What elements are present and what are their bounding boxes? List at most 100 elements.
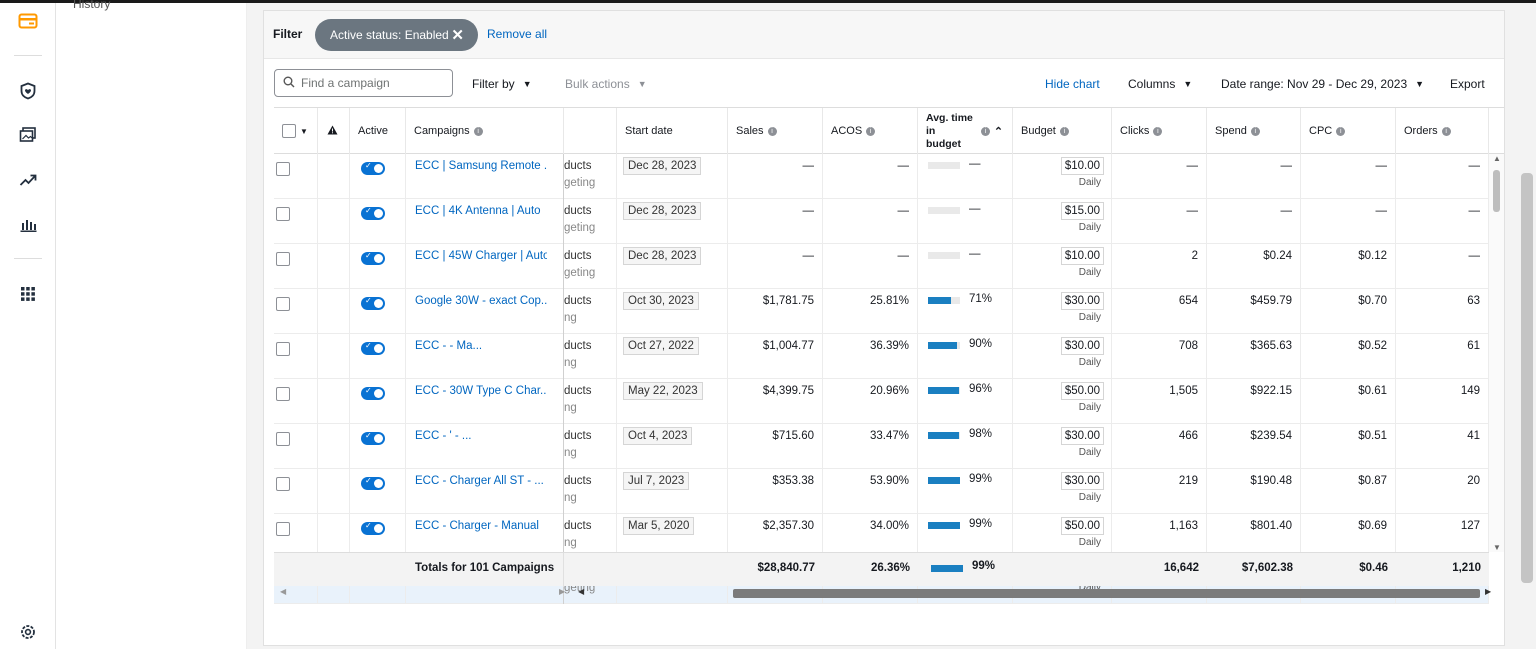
shield-icon[interactable] <box>18 81 38 101</box>
active-toggle[interactable]: ✓ <box>361 386 385 400</box>
info-icon[interactable]: i <box>1153 126 1163 136</box>
trending-up-icon[interactable] <box>18 170 38 190</box>
hide-chart-link[interactable]: Hide chart <box>1045 77 1100 91</box>
columns-dropdown[interactable]: Columns ▼ <box>1128 77 1192 91</box>
cpc-column-header[interactable]: CPC i <box>1301 108 1396 154</box>
remove-all-link[interactable]: Remove all <box>487 27 548 41</box>
budget-value[interactable]: $30.00 <box>1060 472 1104 490</box>
filter-by-dropdown[interactable]: Filter by ▼ <box>472 77 532 91</box>
sales-column-header[interactable]: Sales i <box>728 108 823 154</box>
active-column-header[interactable]: Active <box>350 108 406 154</box>
caret-down-icon[interactable]: ▼ <box>300 126 308 136</box>
active-toggle[interactable]: ✓ <box>361 251 385 265</box>
info-icon[interactable]: i <box>767 126 777 136</box>
history-link[interactable]: History <box>73 0 111 11</box>
close-icon[interactable]: ✕ <box>451 27 464 44</box>
active-toggle[interactable]: ✓ <box>361 476 385 490</box>
date-range-dropdown[interactable]: Date range: Nov 29 - Dec 29, 2023 ▼ <box>1221 77 1424 91</box>
start-date-column-header[interactable]: Start date <box>617 108 728 154</box>
active-toggle[interactable]: ✓ <box>361 341 385 355</box>
row-checkbox[interactable] <box>276 207 290 221</box>
budget-value[interactable]: $50.00 <box>1060 382 1104 400</box>
horizontal-scroll-thumb[interactable] <box>733 589 1480 598</box>
info-icon[interactable]: i <box>473 126 483 136</box>
campaign-name-link[interactable]: ECC | Samsung Remote ... <box>415 160 547 172</box>
table-row[interactable]: ✓ ECC - ' - ... ducts ng Oct 4, 2023 $715… <box>274 424 1489 469</box>
reports-bar-icon[interactable] <box>18 215 38 235</box>
budget-value[interactable]: $15.00 <box>1060 202 1104 220</box>
row-checkbox[interactable] <box>276 477 290 491</box>
table-row[interactable]: ✓ ECC | Samsung Remote ... ducts geting D… <box>274 154 1489 199</box>
spend-column-header[interactable]: Spend i <box>1207 108 1301 154</box>
info-icon[interactable]: i <box>1059 126 1069 136</box>
media-library-icon[interactable] <box>18 125 38 145</box>
info-icon[interactable]: i <box>866 126 876 136</box>
row-checkbox[interactable] <box>276 297 290 311</box>
avg-time-in-budget-column-header[interactable]: Avg. time in budget i ⌃ <box>918 108 1013 154</box>
table-row[interactable]: ✓ ECC - 30W Type C Char... ducts ng May 2… <box>274 379 1489 424</box>
vertical-scroll-thumb[interactable] <box>1493 170 1500 212</box>
acos-column-header[interactable]: ACOS i <box>823 108 918 154</box>
campaign-name-link[interactable]: ECC - ' - ... <box>415 430 472 442</box>
scroll-down-icon[interactable]: ▼ <box>1493 543 1501 552</box>
budget-value[interactable]: $30.00 <box>1060 337 1104 355</box>
campaign-name-link[interactable]: Google 30W - exact Cop... <box>415 295 547 307</box>
budget-value[interactable]: $10.00 <box>1060 157 1104 175</box>
table-row[interactable]: ✓ Google 30W - exact Cop... ducts ng Oct … <box>274 289 1489 334</box>
campaigns-column-header[interactable]: Campaigns i <box>406 108 564 154</box>
campaign-name-link[interactable]: ECC | 4K Antenna | Auto <box>415 205 541 217</box>
row-checkbox[interactable] <box>276 387 290 401</box>
page-scrollbar-thumb[interactable] <box>1521 173 1533 583</box>
table-row[interactable]: ✓ ECC - Charger - Manual ducts ng Mar 5, … <box>274 514 1489 559</box>
info-icon[interactable]: i <box>1336 126 1346 136</box>
budget-value[interactable]: $30.00 <box>1060 292 1104 310</box>
table-row[interactable]: ✓ ECC | 45W Charger | Auto ducts geting D… <box>274 244 1489 289</box>
active-toggle[interactable]: ✓ <box>361 521 385 535</box>
table-row[interactable]: ✓ ECC - - Ma... ducts ng Oct 27, 2022 $1,… <box>274 334 1489 379</box>
active-toggle[interactable]: ✓ <box>361 161 385 175</box>
budget-value[interactable]: $50.00 <box>1060 517 1104 535</box>
apps-grid-icon[interactable] <box>18 284 38 304</box>
row-checkbox[interactable] <box>276 522 290 536</box>
campaign-manager-icon[interactable] <box>18 11 38 31</box>
orders-column-header[interactable]: Orders i <box>1396 108 1489 154</box>
row-checkbox[interactable] <box>276 432 290 446</box>
scroll-up-icon[interactable]: ▲ <box>1493 154 1501 163</box>
clicks-column-header[interactable]: Clicks i <box>1112 108 1207 154</box>
active-toggle[interactable]: ✓ <box>361 431 385 445</box>
row-active-cell: ✓ <box>350 424 406 469</box>
scroll-left-icon[interactable]: ◀ <box>578 587 585 596</box>
table-row[interactable]: ✓ ECC | 4K Antenna | Auto ducts geting De… <box>274 199 1489 244</box>
budget-column-header[interactable]: Budget i <box>1013 108 1112 154</box>
campaign-type-line1: ducts <box>564 250 592 262</box>
campaign-name-link[interactable]: ECC - Charger All ST - ... <box>415 475 544 487</box>
scroll-right-icon[interactable]: ▶ <box>1485 587 1492 596</box>
campaign-name-link[interactable]: ECC | 45W Charger | Auto <box>415 250 547 262</box>
scroll-right-icon[interactable]: ▶ <box>559 587 566 596</box>
row-checkbox[interactable] <box>276 162 290 176</box>
budget-value[interactable]: $30.00 <box>1060 427 1104 445</box>
active-toggle[interactable]: ✓ <box>361 296 385 310</box>
table-horizontal-scrollbar[interactable]: ◀ ▶ ◀ ▶ <box>274 587 1504 599</box>
select-all-checkbox[interactable] <box>282 124 296 138</box>
settings-gear-icon[interactable] <box>18 622 38 642</box>
active-status-filter-chip[interactable]: Active status: Enabled ✕ <box>315 19 478 51</box>
search-input[interactable]: Find a campaign <box>274 69 453 97</box>
export-button[interactable]: Export <box>1450 77 1485 91</box>
info-icon[interactable]: i <box>1441 126 1451 136</box>
campaign-name-link[interactable]: ECC - 30W Type C Char... <box>415 385 547 397</box>
sort-ascending-icon[interactable]: ⌃ <box>993 125 1004 138</box>
table-row[interactable]: ✓ ECC - Charger All ST - ... ducts ng Jul… <box>274 469 1489 514</box>
campaign-name-link[interactable]: ECC - Charger - Manual <box>415 520 539 532</box>
active-toggle[interactable]: ✓ <box>361 206 385 220</box>
bulk-actions-dropdown[interactable]: Bulk actions ▼ <box>565 77 647 91</box>
info-icon[interactable]: i <box>1250 126 1260 136</box>
budget-value[interactable]: $10.00 <box>1060 247 1104 265</box>
info-icon[interactable]: i <box>980 126 990 136</box>
scroll-left-icon[interactable]: ◀ <box>280 587 287 596</box>
row-checkbox[interactable] <box>276 342 290 356</box>
row-checkbox[interactable] <box>276 252 290 266</box>
table-vertical-scrollbar[interactable]: ▲ ▼ <box>1489 154 1504 552</box>
campaign-name-link[interactable]: ECC - - Ma... <box>415 340 483 352</box>
row-budget-time-cell: 99% <box>918 469 1013 514</box>
